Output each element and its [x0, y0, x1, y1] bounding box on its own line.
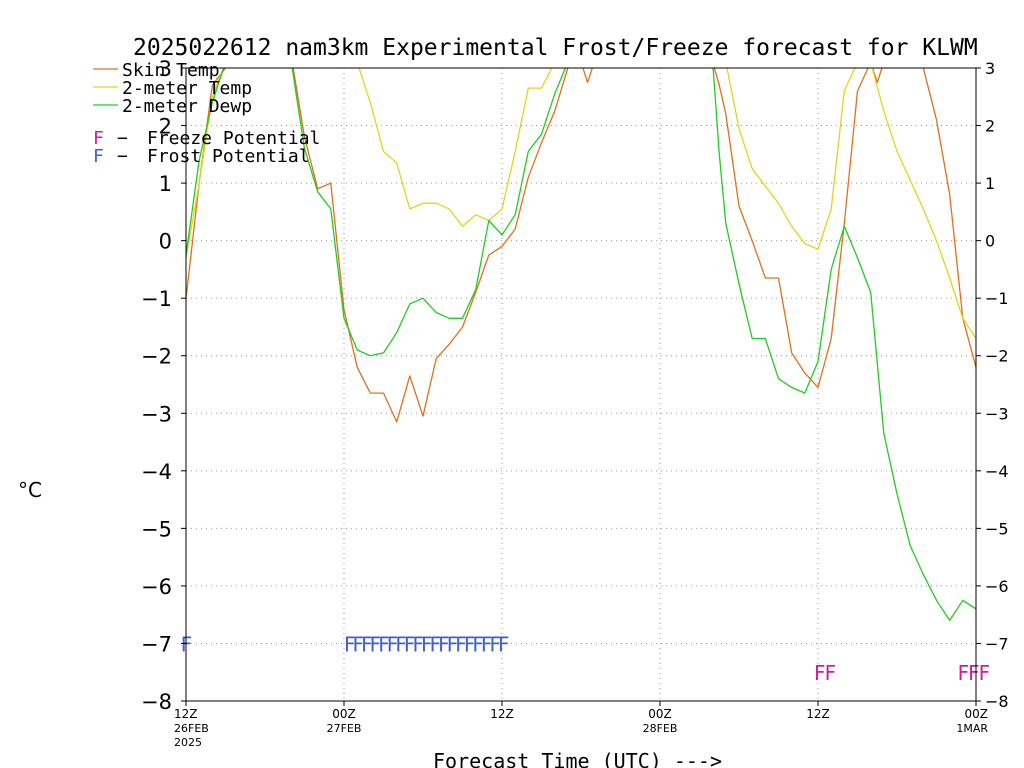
y-tick-label-right: −3 [985, 404, 1009, 423]
y-axis-label: °C [18, 478, 42, 502]
frost-flag-mark: F [370, 632, 382, 656]
legend-label: 2-meter Dewp [122, 96, 252, 117]
frost-flag-mark: F [464, 632, 476, 656]
x-tick-time-label: 12Z [490, 707, 514, 721]
y-tick-label-right: 0 [985, 232, 995, 251]
frost-flag-mark: F [438, 632, 450, 656]
y-tick-label-left: 0 [159, 230, 172, 254]
x-tick-date-label: 28FEB [643, 722, 678, 735]
frost-flag-mark: F [455, 632, 467, 656]
chart-title: 2025022612 nam3km Experimental Frost/Fre… [133, 35, 978, 61]
frost-flag-mark: F [387, 632, 399, 656]
y-tick-label-left: −2 [141, 345, 172, 369]
frost-flag-mark: F [378, 632, 390, 656]
x-tick-time-label: 12Z [806, 707, 830, 721]
y-tick-label-right: −6 [985, 577, 1009, 596]
y-tick-label-right: −2 [985, 347, 1009, 366]
x-tick-date-label: 27FEB [327, 722, 362, 735]
x-tick-date-label: 1MAR [956, 722, 988, 735]
y-tick-label-left: −6 [141, 575, 172, 599]
x-axis-label: Forecast Time (UTC) ---> [433, 749, 722, 768]
y-tick-label-right: 3 [985, 59, 995, 78]
frost-flag-mark: F [353, 632, 365, 656]
x-tick-time-label: 12Z [174, 707, 198, 721]
freeze-flag-mark: F [825, 661, 837, 685]
freeze-flag-mark: F [814, 661, 826, 685]
y-tick-label-right: 1 [985, 174, 995, 193]
frost-flag-mark: F [489, 632, 501, 656]
x-tick-date-label: 26FEB [174, 722, 209, 735]
frost-flag-mark: F [421, 632, 433, 656]
legend-label: 2-meter Temp [122, 78, 252, 99]
y-tick-label-left: −1 [141, 287, 172, 311]
series-layer [186, 68, 976, 622]
frost-flag-mark: F [481, 632, 493, 656]
y-tick-label-right: −8 [985, 692, 1009, 711]
y-tick-label-right: −7 [985, 634, 1009, 653]
y-tick-label-left: −3 [141, 402, 172, 426]
y-axis-right: 3 2 1 0 −1 −2 −3 −4 −5 −6 −7 −8 [976, 59, 1009, 711]
freeze-flag-mark: F [968, 661, 980, 685]
y-tick-label-left: 1 [159, 172, 172, 196]
frost-flag-mark: F [447, 632, 459, 656]
y-tick-label-left: −4 [141, 460, 172, 484]
y-tick-label-right: 2 [985, 117, 995, 136]
frost-flag-mark: F [404, 632, 416, 656]
frost-flag-mark: F [344, 632, 356, 656]
flag-legend-dash: − [117, 128, 128, 149]
y-tick-label-left: −5 [141, 517, 172, 541]
x-tick-time-label: 00Z [965, 707, 989, 721]
frost-flag-mark: F [412, 632, 424, 656]
series-line-skin-temp [186, 68, 976, 423]
y-axis-left: 3 2 1 0 −1 −2 −3 −4 −5 −6 −7 −8 [141, 57, 186, 714]
y-tick-label-left: −8 [141, 690, 172, 714]
y-tick-label-left: 2 [159, 115, 172, 139]
legend-label: Skin Temp [122, 60, 220, 81]
freeze-flag-mark: F [979, 661, 991, 685]
flag-legend-label: Frost Potential [147, 146, 310, 167]
y-tick-label-right: −1 [985, 289, 1009, 308]
frost-flag-mark: F [430, 632, 442, 656]
flag-legend-dash: − [117, 146, 128, 167]
y-tick-label-left: 3 [159, 57, 172, 81]
x-tick-year-label: 2025 [174, 736, 202, 749]
y-tick-label-left: −7 [141, 632, 172, 656]
freeze-flag-mark: F [958, 661, 970, 685]
plot-frame [185, 67, 977, 702]
frost-flag-mark: F [361, 632, 373, 656]
flag-legend-letter: F [93, 128, 104, 149]
flag-legend-letter: F [93, 146, 104, 167]
x-tick-time-label: 00Z [648, 707, 672, 721]
frost-flag-mark: F [498, 632, 510, 656]
frost-flag-mark: F [472, 632, 484, 656]
x-tick-time-label: 00Z [332, 707, 356, 721]
series-line-2-meter-dewp [186, 68, 976, 622]
series-line-2-meter-temp [186, 68, 976, 339]
y-tick-label-right: −5 [985, 519, 1009, 538]
y-tick-label-right: −4 [985, 462, 1009, 481]
grid-lines [186, 68, 976, 701]
flag-legend-label: Freeze Potential [147, 128, 320, 149]
frost-flag-mark: F [395, 632, 407, 656]
